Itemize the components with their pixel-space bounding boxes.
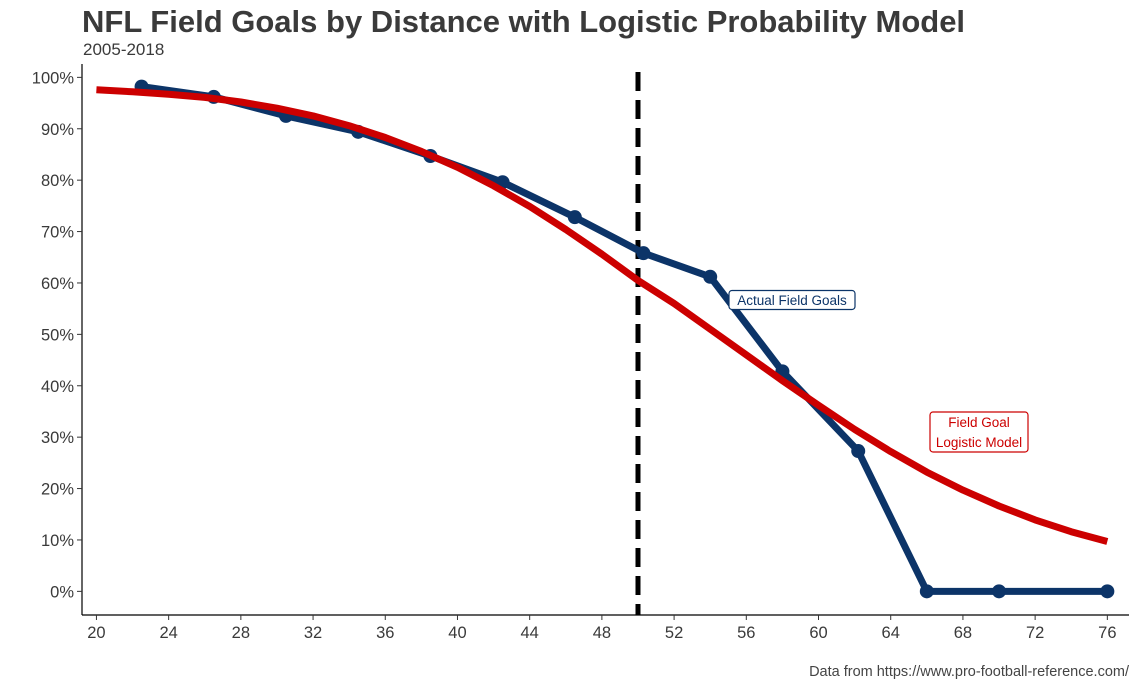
annotation-label: Field Goal Logistic Model (929, 411, 1029, 453)
actual-point (992, 584, 1007, 599)
annotation-text: Actual Field Goals (737, 293, 847, 308)
x-tick-label: 76 (1098, 624, 1116, 642)
y-tick-label: 100% (32, 69, 75, 87)
x-tick-label: 52 (665, 624, 683, 642)
x-tick-label: 44 (521, 624, 539, 642)
annotation-box (728, 289, 856, 311)
y-tick-label: 30% (41, 429, 74, 447)
model-curve (96, 86, 1109, 545)
annotation-label: Actual Field Goals (728, 289, 856, 311)
y-tick-label: 50% (41, 326, 74, 344)
x-tick-label: 40 (448, 624, 466, 642)
chart-subtitle: 2005-2018 (83, 40, 165, 59)
x-tick-label: 48 (593, 624, 611, 642)
x-tick-label: 72 (1026, 624, 1044, 642)
y-tick-label: 10% (41, 532, 74, 550)
actual-point (567, 210, 582, 225)
x-tick-label: 20 (87, 624, 105, 642)
x-tick-label: 64 (882, 624, 900, 642)
x-tick-label: 36 (376, 624, 394, 642)
x-tick-label: 24 (159, 624, 177, 642)
y-tick-label: 80% (41, 172, 74, 190)
annotations: Actual Field Goals Field Goal Logistic Mod… (728, 289, 1029, 453)
actual-line (138, 83, 1111, 595)
x-tick-label: 60 (809, 624, 827, 642)
x-tick-label: 32 (304, 624, 322, 642)
x-tick-label: 68 (954, 624, 972, 642)
y-tick-label: 40% (41, 378, 74, 396)
y-tick-label: 70% (41, 224, 74, 242)
data-source-caption: Data from https://www.pro-football-refer… (809, 664, 1129, 680)
annotation-text: Field Goal Logistic Model (936, 415, 1022, 450)
x-tick-label: 56 (737, 624, 755, 642)
actual-point (919, 584, 934, 599)
y-tick-label: 0% (50, 583, 74, 601)
actual-point (636, 246, 651, 261)
y-tick-label: 90% (41, 121, 74, 139)
chart-title: NFL Field Goals by Distance with Logisti… (82, 4, 966, 39)
actual-point (851, 444, 866, 459)
x-tick-label: 28 (232, 624, 250, 642)
actual-point (703, 269, 718, 284)
annotation-box (929, 411, 1029, 453)
y-tick-label: 60% (41, 275, 74, 293)
actual-point (1100, 584, 1115, 599)
axes: 0% 10% 20% 30% 40% 50% 60% 70% 80% 90% 100% 20 24 28 3… (32, 64, 1129, 642)
y-tick-label: 20% (41, 481, 74, 499)
series-logistic-model (96, 86, 1109, 545)
series-actual-field-goals (134, 79, 1115, 599)
